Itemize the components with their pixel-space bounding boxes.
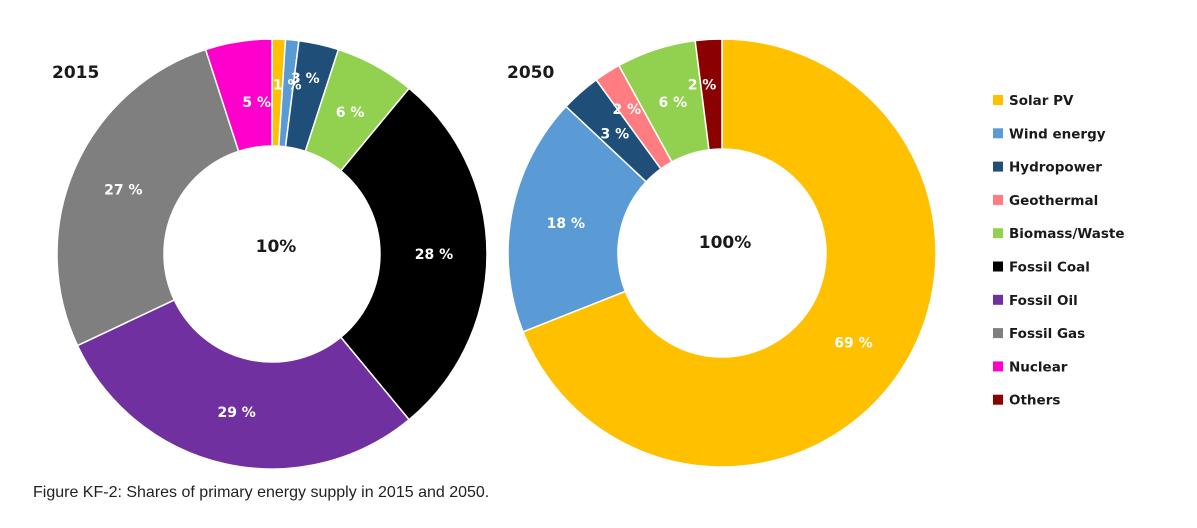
legend-label-geothermal: Geothermal <box>1009 193 1098 209</box>
legend-swatch-fossil-gas <box>993 328 1003 339</box>
slices-2015 <box>56 38 488 470</box>
legend-swatch-biomass-waste <box>993 228 1003 239</box>
slice-2050-wind-energy <box>507 105 648 333</box>
chart-title-2050: 2050 <box>507 63 554 83</box>
legend-swatch-hydropower <box>993 161 1003 172</box>
legend-label-fossil-oil: Fossil Oil <box>1009 293 1078 309</box>
legend-label-biomass-waste: Biomass/Waste <box>1009 226 1125 242</box>
slice-label-2050-solar-pv: 69 % <box>834 335 872 351</box>
slice-2015-fossil-gas <box>56 48 240 347</box>
slice-labels-2015: 1 %3 % 6 % 28 % 29 % 27 % 5 % <box>104 71 453 421</box>
legend-swatch-geothermal <box>993 194 1003 205</box>
donut-chart-2015: 2015 1 %3 % 6 % 28 % 29 % 27 % 5 % 10% <box>52 38 488 470</box>
slice-label-2050-wind-energy: 18 % <box>547 216 585 232</box>
legend-label-others: Others <box>1009 393 1060 409</box>
legend-swatch-others <box>993 394 1003 405</box>
slice-label-2050-biomass-waste: 6 % <box>659 95 688 111</box>
slices-2050 <box>507 38 937 468</box>
figure-caption: Figure KF-2: Shares of primary energy su… <box>33 484 490 501</box>
slice-label-2015-fossil-oil: 29 % <box>217 405 255 421</box>
slice-label-2015-hydropower: 3 % <box>291 71 320 87</box>
center-label-2050: 100% <box>699 233 752 253</box>
chart-title-2015: 2015 <box>52 63 99 83</box>
donut-chart-2050: 2050 69 %18 %3 %2 % 6 %2 % 100% <box>507 38 937 468</box>
center-label-2015: 10% <box>256 237 297 257</box>
slice-2050-solar-pv <box>522 38 937 468</box>
legend: Solar PV Wind energy Hydropower Geothermal B… <box>993 93 1125 409</box>
legend-label-hydropower: Hydropower <box>1009 160 1102 176</box>
slice-label-2015-wind-energy: 1 % <box>273 78 302 94</box>
legend-label-fossil-gas: Fossil Gas <box>1009 326 1085 342</box>
legend-label-wind-energy: Wind energy <box>1009 126 1106 142</box>
legend-label-solar-pv: Solar PV <box>1009 93 1074 109</box>
slice-2015-nuclear <box>204 38 273 153</box>
slice-2015-fossil-coal <box>339 87 488 421</box>
slice-labels-2050: 69 %18 %3 %2 % 6 %2 % <box>547 77 873 351</box>
legend-label-fossil-coal: Fossil Coal <box>1009 260 1090 276</box>
legend-swatch-wind-energy <box>993 128 1003 139</box>
legend-swatch-fossil-coal <box>993 261 1003 272</box>
legend-swatch-solar-pv <box>993 95 1003 105</box>
slice-label-2050-hydropower: 3 % <box>601 127 630 143</box>
legend-label-nuclear: Nuclear <box>1009 359 1068 375</box>
slice-label-2050-others: 2 % <box>688 77 717 93</box>
slice-label-2015-fossil-coal: 28 % <box>415 247 453 263</box>
slice-2015-fossil-oil <box>76 298 411 470</box>
slice-label-2015-fossil-gas: 27 % <box>104 183 142 199</box>
legend-swatch-fossil-oil <box>993 294 1003 305</box>
slice-label-2015-biomass-waste: 6 % <box>336 105 365 121</box>
slice-2050-others <box>694 38 723 151</box>
slice-label-2050-geothermal: 2 % <box>612 102 641 118</box>
legend-swatch-nuclear <box>993 361 1003 372</box>
slice-label-2015-nuclear: 5 % <box>242 95 271 111</box>
